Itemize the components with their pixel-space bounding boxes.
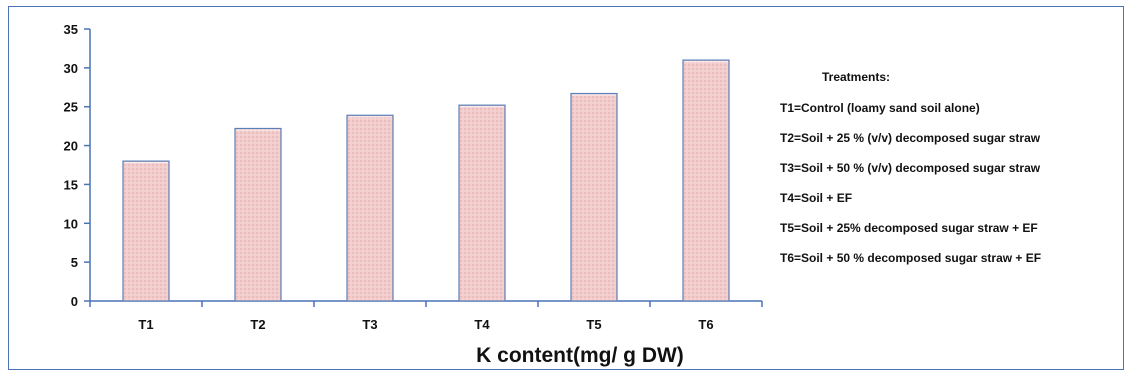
legend-item-4: T4=Soil + EF [780,191,852,205]
x-tick-label-t5: T5 [586,317,601,332]
y-tick-label: 15 [64,177,78,192]
legend: Treatments: T1=Control (loamy sand soil … [780,70,1041,265]
bar-t4 [458,104,506,302]
y-tick-label: 10 [64,216,78,231]
legend-title: Treatments: [822,70,890,84]
bar-t6 [682,59,730,302]
chart-frame [8,6,1124,370]
x-tick-label-t1: T1 [138,317,153,332]
x-tick-label-t4: T4 [474,317,490,332]
y-tick-label: 35 [64,22,78,37]
bar-t2 [234,127,282,302]
legend-item-5: T5=Soil + 25% decomposed sugar straw + E… [780,221,1038,235]
x-tick-label-t2: T2 [250,317,265,332]
legend-item-1: T1=Control (loamy sand soil alone) [780,101,980,115]
x-tick-label-t3: T3 [362,317,377,332]
x-axis-label: K content(mg/ g DW) [476,344,684,367]
bar-t3 [346,114,394,302]
y-axis: 0 5 10 15 20 25 30 35 [64,22,91,309]
y-tick-label: 30 [64,61,78,76]
legend-item-6: T6=Soil + 50 % decomposed sugar straw + … [780,251,1041,265]
x-tick-label-t6: T6 [698,317,713,332]
legend-item-2: T2=Soil + 25 % (v/v) decomposed sugar st… [780,131,1041,145]
y-tick-label: 5 [71,255,78,270]
y-tick-label: 25 [64,100,78,115]
y-tick-label: 20 [64,139,78,154]
bar-t1 [122,160,170,302]
bars [122,59,730,302]
y-tick-label: 0 [71,294,78,309]
x-axis: T1 T2 T3 T4 T5 T6 [89,300,763,332]
bar-t5 [570,92,618,302]
legend-item-3: T3=Soil + 50 % (v/v) decomposed sugar st… [780,161,1041,175]
